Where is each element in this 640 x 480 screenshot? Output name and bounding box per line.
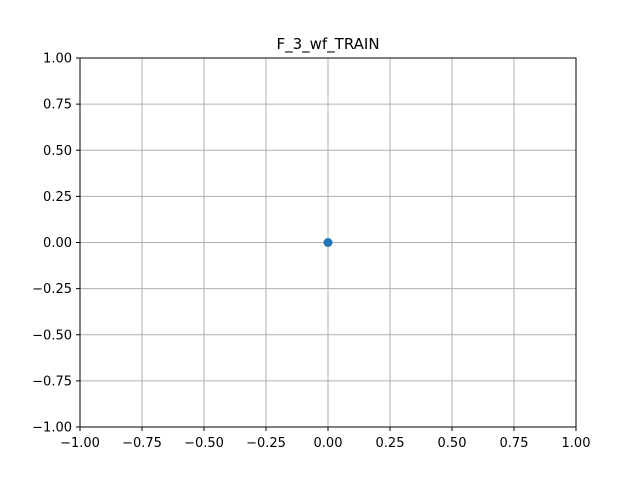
y-tick-label: −0.75 xyxy=(32,374,72,389)
y-tick-label: 0.75 xyxy=(43,98,72,113)
x-tick-label: 1.00 xyxy=(562,436,591,451)
x-tick-label: −0.25 xyxy=(246,436,286,451)
data-layer xyxy=(323,238,333,247)
y-tick-label: −0.50 xyxy=(32,328,72,343)
x-tick-label: −0.50 xyxy=(184,436,224,451)
x-tick-label: −0.75 xyxy=(122,436,162,451)
chart-title: F_3_wf_TRAIN xyxy=(276,35,379,54)
x-tick-label: 0.75 xyxy=(500,436,529,451)
x-tick-label: 0.25 xyxy=(376,436,405,451)
y-tick-label: 0.25 xyxy=(43,190,72,205)
y-tick-label: −1.00 xyxy=(32,421,72,436)
y-tick-label: 1.00 xyxy=(43,52,72,67)
scatter-point xyxy=(323,238,333,247)
y-tick-label: 0.00 xyxy=(43,236,72,251)
tick-layer: −1.00 −0.75 −0.50 −0.25 0.00 0.25 0.50 0.75 1.00… xyxy=(32,52,590,452)
x-tick-label: 0.50 xyxy=(438,436,467,451)
y-tick-label: −0.25 xyxy=(32,282,72,297)
y-tick-label: 0.50 xyxy=(43,144,72,159)
x-tick-label: −1.00 xyxy=(60,436,100,451)
x-tick-label: 0.00 xyxy=(314,436,343,451)
